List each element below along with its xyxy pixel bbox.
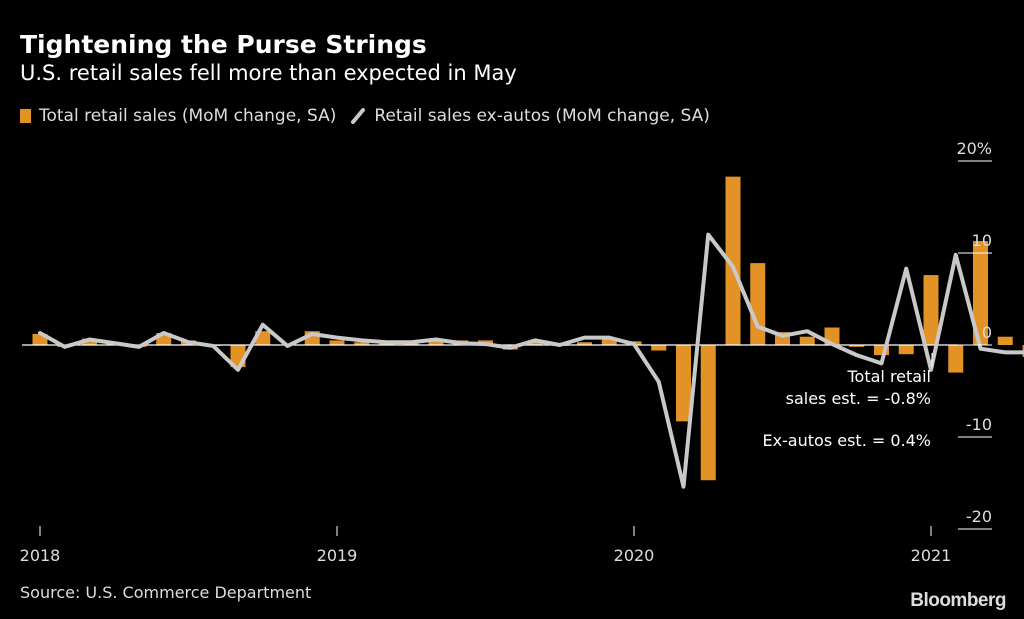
- bar-2021-02: [948, 345, 964, 373]
- bar-2020-05: [725, 176, 741, 345]
- y-tick-label-1: 10: [972, 231, 992, 250]
- legend: Total retail sales (MoM change, SA) Reta…: [20, 106, 724, 126]
- annotation-total-line1: Total retail: [847, 367, 932, 386]
- x-tick-label-2: 2020: [614, 546, 655, 565]
- x-tick-label-0: 2018: [20, 546, 61, 565]
- source-note: Source: U.S. Commerce Department: [20, 583, 312, 602]
- bar-2018-01: [32, 333, 48, 345]
- bar-2020-10: [849, 345, 865, 347]
- legend-line-swatch: [351, 108, 366, 124]
- legend-label-exautos: Retail sales ex-autos (MoM change, SA): [374, 106, 710, 126]
- bar-2018-06: [156, 333, 172, 345]
- y-tick-label-0: 20%: [956, 139, 992, 158]
- legend-bar-swatch: [20, 109, 31, 123]
- annotation-exautos: Ex-autos est. = 0.4%: [762, 431, 931, 450]
- bar-2021-01: [923, 275, 939, 345]
- bar-2019-09: [527, 342, 543, 345]
- bar-2019-11: [577, 342, 592, 345]
- annotation-total-line2: sales est. = -0.8%: [786, 389, 931, 408]
- bar-2020-12: [898, 345, 914, 355]
- chart-title: Tightening the Purse Strings: [20, 30, 427, 59]
- bar-2020-04: [700, 345, 716, 481]
- y-tick-label-2: 0: [982, 323, 992, 342]
- bar-2020-02: [651, 345, 667, 351]
- bar-2020-06: [750, 263, 766, 345]
- bar-2020-08: [799, 336, 815, 345]
- bar-2020-11: [874, 345, 889, 356]
- bar-2021-03: [973, 241, 988, 345]
- legend-item-total: Total retail sales (MoM change, SA): [20, 106, 336, 126]
- bloomberg-logo: Bloomberg: [910, 590, 1006, 611]
- x-tick-label-3: 2021: [911, 546, 952, 565]
- bar-2019-12: [601, 338, 617, 345]
- y-tick-label-4: -20: [966, 507, 992, 526]
- bar-2019-05: [428, 340, 444, 345]
- legend-label-total: Total retail sales (MoM change, SA): [39, 106, 337, 126]
- bar-2021-04: [997, 336, 1013, 345]
- bar-2019-01: [329, 340, 345, 345]
- x-tick-label-1: 2019: [317, 546, 358, 565]
- legend-item-exautos: Retail sales ex-autos (MoM change, SA): [350, 106, 710, 126]
- bar-2018-03: [82, 338, 97, 345]
- bar-2019-02: [354, 342, 370, 345]
- bar-2020-03: [676, 345, 691, 422]
- y-tick-label-3: -10: [966, 415, 992, 434]
- chart-subtitle: U.S. retail sales fell more than expecte…: [20, 61, 517, 85]
